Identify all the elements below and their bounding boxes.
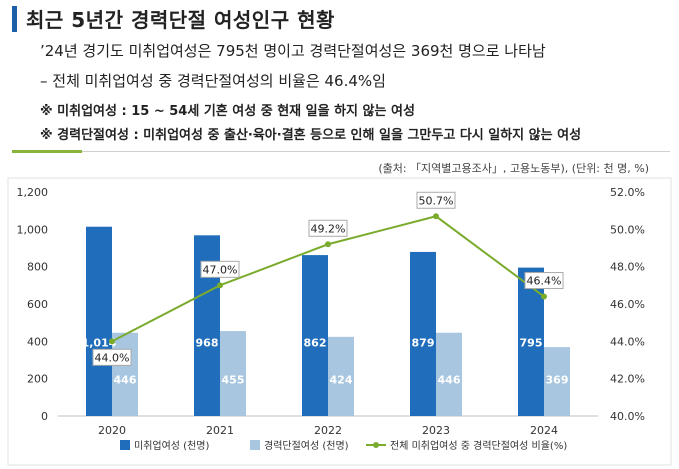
ratio-label-box	[200, 260, 240, 278]
ratio-label-box	[308, 219, 348, 237]
bar-career-break-women	[112, 332, 138, 416]
combo-chart: 0 200 400 600 800 1,000 1,200 40.0% 42.0% 44.0% 46…	[7, 177, 672, 466]
y-tick-label: 1,200	[17, 186, 49, 199]
y2-tick-label: 52.0%	[610, 186, 645, 199]
ratio-label-box	[416, 191, 456, 209]
bar-career-break-women	[436, 332, 462, 416]
y2-tick-label: 46.0%	[610, 298, 645, 311]
summary-line-2: – 전체 미취업여성 중 경력단절여성의 비율은 46.4%임	[40, 72, 386, 90]
page-title: 최근 5년간 경력단절 여성인구 현황	[26, 8, 335, 32]
bar-career-break-women	[328, 336, 354, 416]
ratio-label-box	[92, 348, 132, 366]
legend-label: 경력단절여성 (천명)	[264, 439, 349, 452]
section-divider	[12, 151, 670, 152]
bar2-value-label: 369	[546, 374, 569, 387]
y-tick-label: 1,000	[17, 223, 49, 236]
legend-label: 미취업여성 (천명)	[134, 439, 209, 452]
legend-line-marker	[373, 442, 379, 448]
bar-unemployed-women	[302, 255, 328, 416]
y2-tick-label: 42.0%	[610, 373, 645, 386]
bar-value-label: 1,014	[82, 336, 117, 349]
y2-tick-label: 48.0%	[610, 261, 645, 274]
section-divider-accent	[12, 150, 82, 153]
legend-swatch-unemployed	[120, 440, 130, 450]
bar-unemployed-women	[86, 226, 112, 416]
title-accent-bar	[12, 6, 17, 32]
x-tick-label: 2022	[314, 424, 342, 437]
legend-swatch-career-break	[250, 440, 260, 450]
y-tick-label: 400	[27, 335, 48, 348]
bar2-value-label: 424	[330, 374, 353, 387]
y-tick-label: 0	[41, 410, 48, 423]
x-tick-label: 2021	[206, 424, 234, 437]
ratio-point	[541, 293, 547, 300]
note-career-break-definition: ※ 경력단절여성 : 미취업여성 중 출산·육아·결혼 등으로 인해 일을 그만…	[40, 128, 582, 143]
source-note: (출처: 「지역별고용조사」, 고용노동부), (단위: 천 명, %)	[378, 162, 649, 175]
x-tick-label: 2024	[530, 424, 558, 437]
bar2-value-label: 446	[438, 374, 461, 387]
y-tick-label: 800	[27, 261, 48, 274]
ratio-value-label: 47.0%	[203, 263, 238, 276]
ratio-value-label: 49.2%	[311, 222, 346, 235]
bar-value-label: 795	[520, 336, 543, 349]
chart-frame	[7, 177, 672, 466]
x-tick-label: 2020	[98, 424, 126, 437]
bar2-value-label: 455	[222, 374, 245, 387]
legend-label: 전체 미취업여성 중 경력단절여성 비율(%)	[390, 439, 567, 452]
bar2-value-label: 446	[114, 374, 137, 387]
note-unemployed-definition: ※ 미취업여성 : 15 ~ 54세 기혼 여성 중 현재 일을 하지 않는 여…	[40, 104, 415, 119]
ratio-point	[325, 241, 331, 248]
ratio-point	[433, 213, 439, 220]
ratio-value-label: 44.0%	[95, 351, 130, 364]
y-tick-label: 600	[27, 298, 48, 311]
bar-value-label: 968	[196, 336, 219, 349]
bar-unemployed-women	[410, 251, 436, 416]
bar-value-label: 862	[304, 336, 327, 349]
ratio-point	[109, 338, 115, 345]
bar-value-label: 879	[412, 336, 435, 349]
x-tick-label: 2023	[422, 424, 450, 437]
ratio-point	[217, 282, 223, 289]
y2-tick-label: 50.0%	[610, 223, 645, 236]
ratio-value-label: 46.4%	[527, 275, 562, 288]
y2-tick-label: 44.0%	[610, 335, 645, 348]
bar-career-break-women	[220, 331, 246, 416]
y2-tick-label: 40.0%	[610, 410, 645, 423]
y-tick-label: 200	[27, 373, 48, 386]
bar-career-break-women	[544, 347, 570, 416]
ratio-label-box	[524, 272, 564, 290]
summary-line-1: ’24년 경기도 미취업여성은 795천 명이고 경력단절여성은 369천 명으…	[40, 42, 546, 60]
ratio-value-label: 50.7%	[419, 194, 454, 207]
